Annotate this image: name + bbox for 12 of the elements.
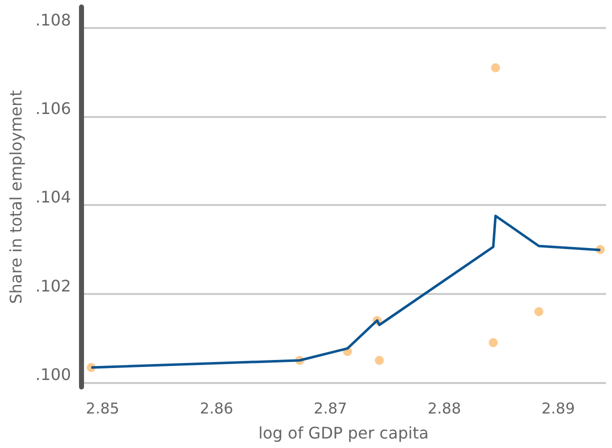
x-tick-label: 2.85 [86,400,120,418]
x-tick-label: 2.87 [314,400,348,418]
x-tick-label: 2.86 [200,400,234,418]
y-tick-label: .102 [35,276,71,296]
y-tick-label: .106 [35,99,71,118]
y-tick-label: .104 [35,188,71,207]
x-tick-label: 2.88 [428,400,461,418]
x-axis-title: log of GDP per capita [258,424,429,442]
y-tick-label: .100 [35,365,71,384]
y-axis-title: Share in total employment [6,90,26,304]
x-tick-label: 2.89 [541,400,575,418]
y-tick-label: .108 [35,10,71,30]
